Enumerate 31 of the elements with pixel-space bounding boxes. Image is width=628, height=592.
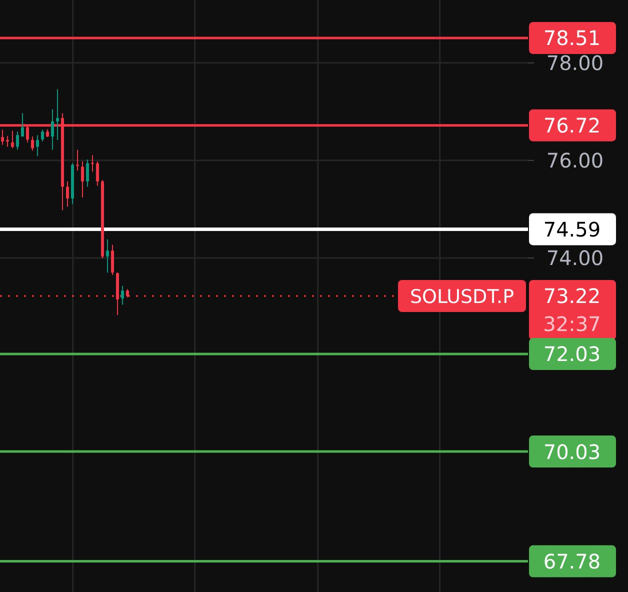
candlestick	[121, 285, 124, 306]
text: 32:37	[543, 312, 601, 336]
candlestick	[81, 160, 84, 198]
ref-line-label: 78.51	[543, 26, 601, 50]
ref-line-label: 72.03	[543, 342, 601, 366]
candlestick	[21, 112, 24, 138]
candlestick	[96, 160, 99, 186]
y-tick-label: 74.00	[546, 246, 604, 270]
candlestick	[31, 136, 34, 152]
ref-line-label: 76.72	[543, 114, 601, 138]
candlestick	[66, 180, 69, 208]
annotation: SOLUSDT.P	[410, 286, 514, 308]
candlestick	[86, 158, 89, 188]
candlestick	[91, 154, 94, 172]
y-tick-label: 78.00	[546, 51, 604, 76]
ref-line-label: 74.59	[543, 217, 601, 242]
candlestick	[1, 129, 4, 146]
ref-line-label: 70.03	[543, 440, 601, 464]
candlestick	[6, 136, 9, 148]
candlestick	[41, 129, 44, 142]
ref-line-label: 67.78	[543, 549, 601, 574]
y-tick-label: 76.00	[546, 148, 604, 173]
candlestick	[11, 130, 14, 149]
candlestick	[56, 88, 59, 140]
candlestick	[106, 238, 109, 274]
candlestick	[16, 131, 19, 150]
candlestick	[111, 244, 114, 276]
candlestick	[76, 149, 79, 172]
candlestick	[51, 108, 54, 150]
ref-line-label: 73.22	[543, 284, 601, 308]
candlestick	[36, 134, 39, 157]
